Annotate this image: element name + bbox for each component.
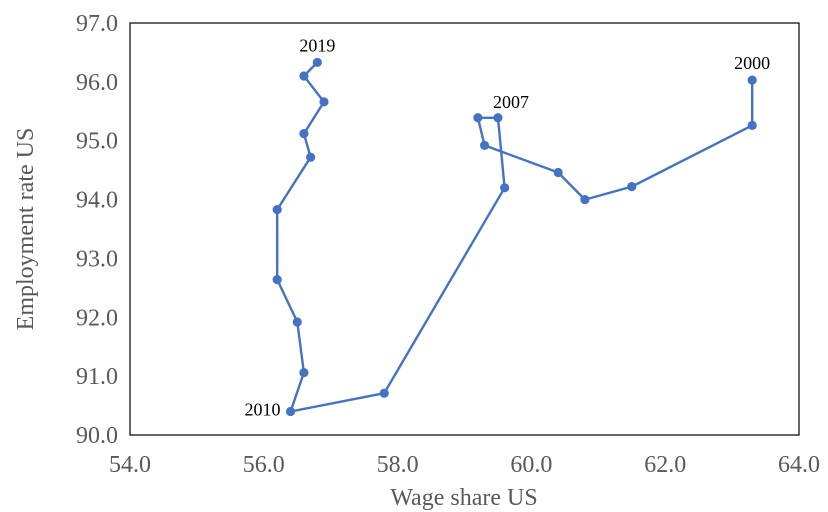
y-tick-label: 95.0 [76, 129, 118, 155]
year-annotation: 2007 [493, 92, 529, 112]
y-tick-label: 91.0 [76, 364, 118, 390]
series-line [276, 61, 754, 413]
data-point [747, 75, 757, 85]
y-tick-label: 93.0 [76, 246, 118, 272]
data-point [627, 182, 637, 192]
data-point [299, 368, 309, 378]
data-point [299, 71, 309, 81]
x-axis-ticks: 54.0 56.0 58.0 60.0 62.0 64.0 [109, 452, 820, 478]
y-tick-label: 90.0 [76, 423, 118, 449]
data-point [285, 406, 296, 417]
x-tick-label: 56.0 [243, 452, 285, 478]
data-point [319, 97, 329, 107]
point-annotations: 2000 2007 2010 2019 [245, 35, 771, 419]
data-point [292, 317, 302, 327]
x-tick-label: 54.0 [109, 452, 151, 478]
data-point [473, 113, 483, 123]
y-tick-label: 97.0 [76, 11, 118, 37]
data-point [747, 120, 757, 131]
data-point [493, 113, 503, 123]
data-point [553, 167, 563, 178]
year-annotation: 2019 [299, 35, 335, 55]
year-annotation: 2010 [245, 399, 281, 419]
data-point [306, 152, 316, 162]
data-point [299, 129, 309, 139]
plot-area-border [129, 22, 800, 436]
y-tick-label: 92.0 [76, 305, 118, 331]
data-point [272, 204, 282, 215]
y-tick-label: 94.0 [76, 188, 118, 214]
data-point [580, 194, 590, 205]
x-tick-label: 64.0 [778, 452, 820, 478]
x-tick-label: 62.0 [644, 452, 686, 478]
data-points [272, 57, 757, 417]
x-axis-title: Wage share US [390, 485, 537, 511]
y-axis-ticks: 90.0 91.0 92.0 93.0 94.0 95.0 96.0 97.0 [76, 11, 118, 449]
year-annotation: 2000 [734, 53, 770, 73]
data-point [312, 57, 322, 68]
data-point [379, 388, 389, 398]
data-point [500, 183, 510, 193]
data-point [479, 140, 490, 151]
x-tick-label: 60.0 [510, 452, 552, 478]
y-axis-title: Employment rate US [13, 128, 39, 331]
x-tick-label: 58.0 [377, 452, 419, 478]
y-tick-label: 96.0 [76, 70, 118, 96]
data-point [272, 275, 282, 285]
